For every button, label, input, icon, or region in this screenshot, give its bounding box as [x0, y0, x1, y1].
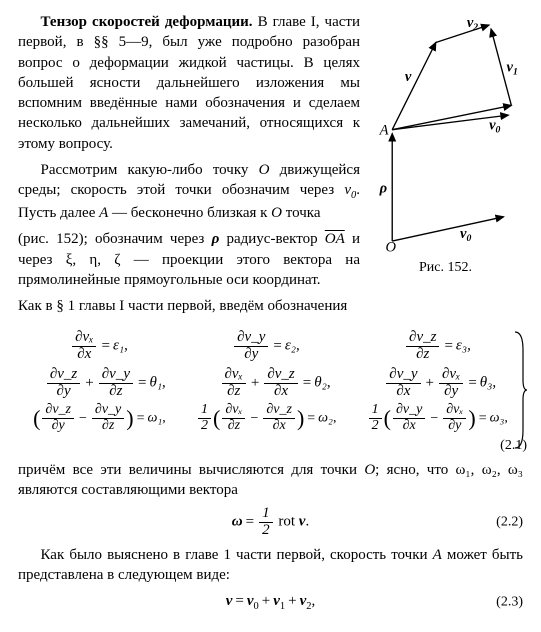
paragraph-4: Как в § 1 главы I части первой, введём о… [18, 296, 523, 316]
figure-152: O A ρ v0 v0 v v2 v1 Рис. 152. [368, 12, 523, 278]
eq-row-2: ∂v_z∂y+∂v_y∂z=θ₁, ∂vₓ∂z+∂v_z∂x=θ₂, ∂v_y∂… [18, 367, 523, 400]
sym-OA: OA [325, 231, 345, 247]
paragraph-6: Как было выяснено в главе 1 части первой… [18, 545, 523, 586]
sym-O2: O [271, 205, 282, 221]
lbl-v1: v1 [507, 60, 518, 78]
figure-caption: Рис. 152. [368, 259, 523, 278]
lbl-A: A [379, 123, 389, 139]
sym-A2: A [433, 547, 442, 563]
equation-2-3: v=v0+v1+v2, (2.3) [18, 591, 523, 614]
eq-row-3: (∂v_z∂y−∂v_y∂z)=ω₁, 12(∂vₓ∂z−∂v_z∂x)=ω₂,… [18, 403, 523, 433]
lbl-v: v [405, 69, 412, 85]
vector-diagram: O A ρ v0 v0 v v2 v1 [368, 12, 523, 257]
lbl-v0t: v0 [489, 118, 500, 136]
eq-row-1: ∂vₓ∂x=ε₁, ∂v_y∂y=ε₂, ∂v_z∂z=ε₃, [18, 330, 523, 363]
omega-bold: ω [232, 514, 243, 530]
p2e: точка [282, 205, 320, 221]
section-heading: Тензор скоростей деформации. [41, 14, 253, 30]
sym-v0: v0 [344, 182, 356, 198]
sym-A: A [99, 205, 108, 221]
v-bold: v [299, 514, 306, 530]
sym-O: O [259, 162, 270, 178]
p5a: причём все эти величины вычисляются для … [18, 462, 364, 478]
p3a: (рис. 152); обозначим через [18, 231, 212, 247]
lbl-v0b: v0 [460, 226, 471, 244]
p2a: Рассмотрим какую-либо точку [41, 162, 259, 178]
p1-text: В главе I, части первой, в §§ 5—9, был у… [18, 14, 360, 152]
rot-text: rot [278, 514, 295, 530]
lbl-O: O [385, 240, 396, 256]
right-brace-icon [513, 330, 527, 450]
equation-block-2-1: ∂vₓ∂x=ε₁, ∂v_y∂y=ε₂, ∂v_z∂z=ε₃, ∂v_z∂y+∂… [18, 330, 523, 433]
eq-tag-2-2: (2.2) [496, 513, 523, 532]
eq-tag-2-1: (2.1) [500, 437, 527, 456]
lbl-v2: v2 [467, 15, 478, 33]
p6a: Как было выяснено в главе 1 части первой… [41, 547, 433, 563]
p3b: радиус-вектор [219, 231, 324, 247]
p2d: — бесконечно близкая к [108, 205, 271, 221]
equation-2-2: ω=12 rot v. (2.2) [18, 506, 523, 539]
eq-tag-2-3: (2.3) [496, 593, 523, 612]
sym-O3: O [364, 462, 375, 478]
lbl-rho: ρ [379, 181, 387, 197]
paragraph-5: причём все эти величины вычисляются для … [18, 460, 523, 501]
